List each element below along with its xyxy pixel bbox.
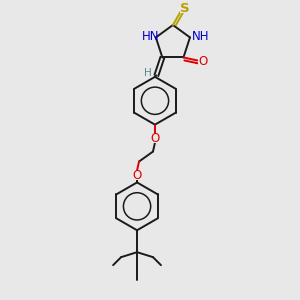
Text: O: O [132,169,142,182]
FancyBboxPatch shape [180,4,190,13]
FancyBboxPatch shape [136,32,154,41]
Text: O: O [150,132,160,145]
FancyBboxPatch shape [150,134,160,143]
Text: HN: HN [142,30,160,43]
FancyBboxPatch shape [132,171,142,180]
Text: NH: NH [192,30,210,43]
Text: S: S [180,2,190,15]
FancyBboxPatch shape [192,32,210,41]
Text: O: O [199,55,208,68]
FancyBboxPatch shape [198,58,208,65]
FancyBboxPatch shape [143,69,152,77]
Text: H: H [144,68,151,78]
